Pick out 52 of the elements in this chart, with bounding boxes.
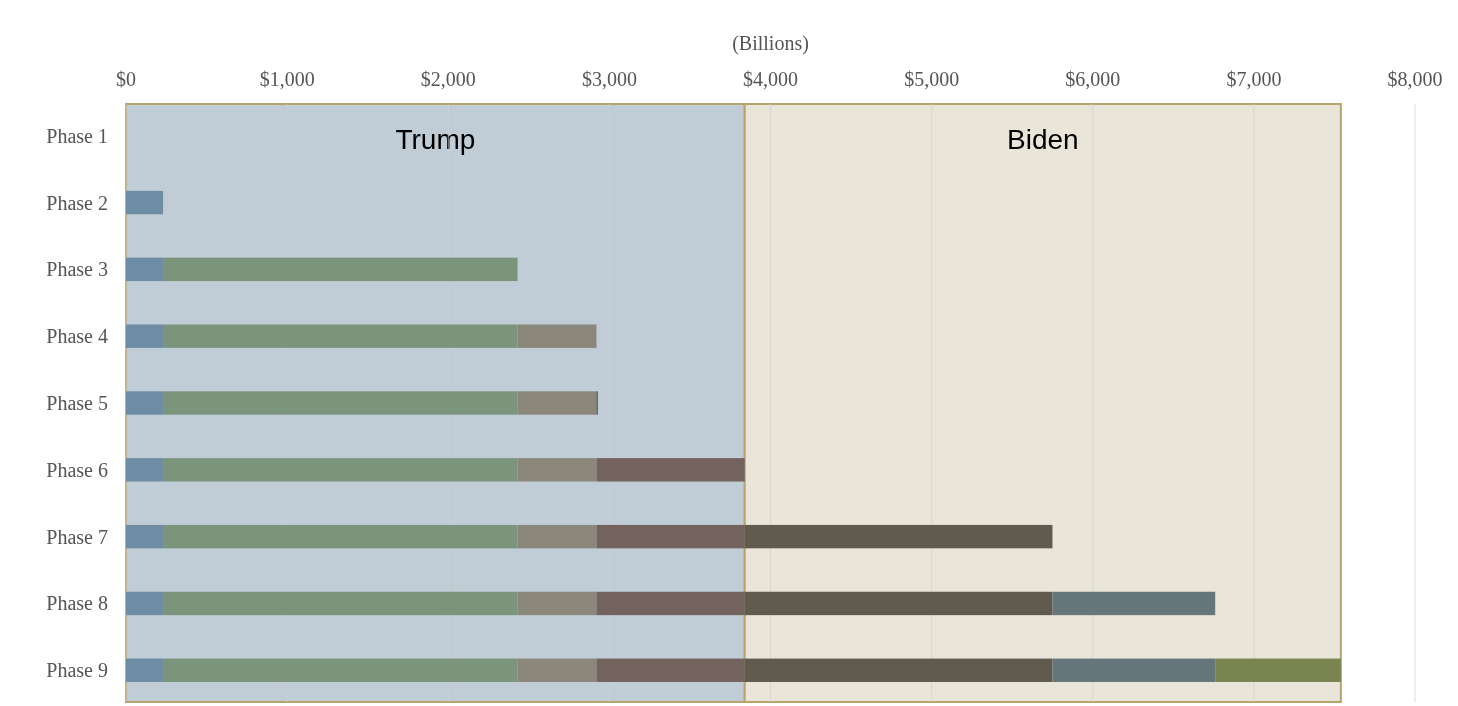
bar (126, 391, 164, 415)
y-tick-label: Phase 2 (46, 191, 108, 214)
y-tick-label: Phase 8 (46, 592, 108, 615)
bar (126, 658, 164, 682)
bar (1052, 658, 1216, 682)
x-tick-label: $0 (116, 68, 136, 90)
bar (596, 524, 745, 549)
bar (517, 591, 597, 616)
bar (517, 458, 597, 482)
bar (1052, 591, 1216, 616)
x-tick-label: $7,000 (1226, 68, 1282, 90)
bar (126, 458, 164, 482)
bar (1215, 658, 1341, 682)
bar (517, 658, 597, 682)
bar (744, 524, 1053, 549)
bar (517, 324, 597, 348)
bar (744, 658, 1053, 682)
bar (744, 591, 1053, 616)
band-label: Biden (1006, 124, 1079, 155)
bar (517, 391, 597, 415)
y-tick-label: Phase 4 (46, 325, 108, 348)
x-tick-label: $3,000 (581, 68, 637, 90)
bar (517, 524, 597, 549)
x-tick-label: $2,000 (420, 68, 476, 90)
x-tick-label: $1,000 (259, 68, 315, 90)
x-tick-label: $4,000 (743, 68, 798, 90)
bar (163, 257, 518, 282)
x-tick-label: $8,000 (1387, 68, 1443, 90)
bar (126, 591, 164, 616)
x-tick-label: $6,000 (1065, 68, 1121, 90)
bar (126, 257, 164, 282)
bar (596, 591, 745, 616)
bar (163, 324, 518, 348)
y-tick-label: Phase 5 (46, 392, 108, 414)
bar (126, 190, 164, 215)
bar (163, 391, 518, 415)
y-tick-label: Phase 7 (46, 525, 108, 548)
band-label: Trump (395, 124, 476, 155)
bar (126, 524, 164, 549)
y-tick-label: Phase 3 (46, 258, 108, 281)
bar (596, 458, 745, 482)
bar (163, 524, 518, 549)
x-axis-title: (Billions) (732, 32, 809, 55)
bar (596, 658, 745, 682)
bar (163, 658, 518, 682)
bar (163, 458, 518, 482)
y-tick-label: Phase 1 (46, 124, 108, 147)
bar (163, 591, 518, 616)
y-tick-label: Phase 6 (46, 458, 108, 481)
y-tick-label: Phase 9 (46, 659, 108, 682)
bar (126, 324, 164, 348)
x-tick-label: $5,000 (904, 68, 960, 90)
